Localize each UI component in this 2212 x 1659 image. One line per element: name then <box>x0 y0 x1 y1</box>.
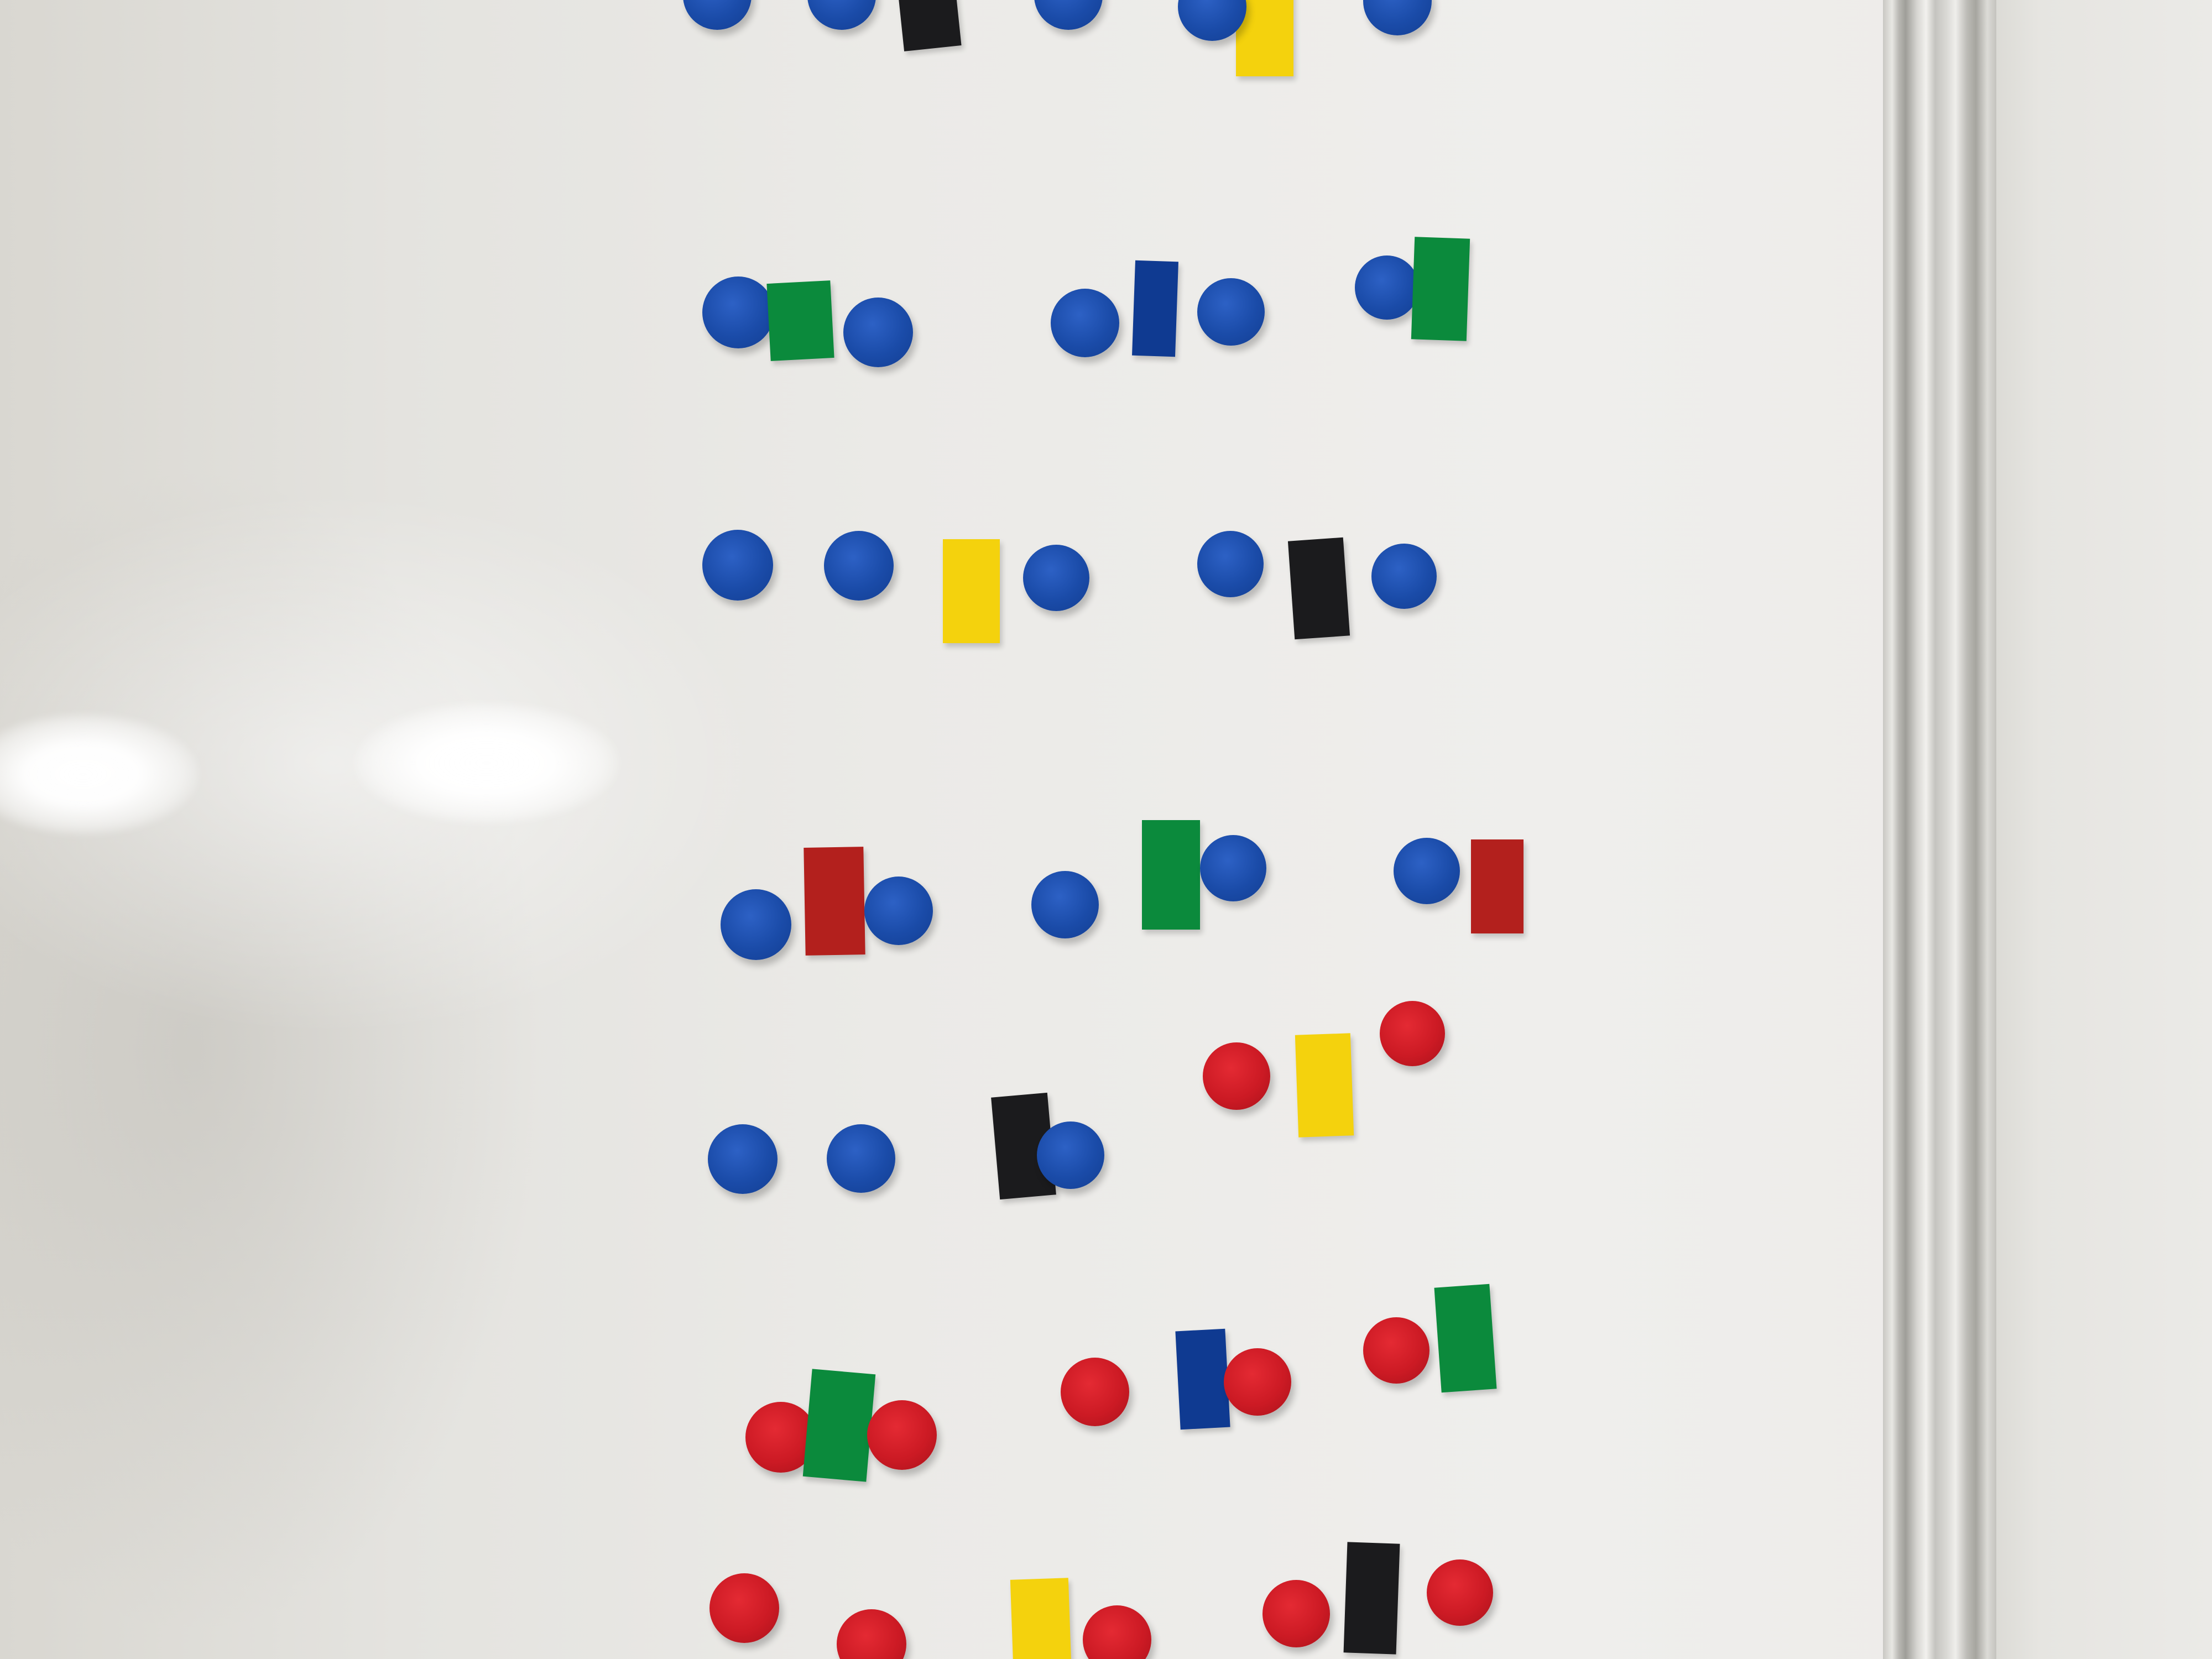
blue-magnet[interactable] <box>1051 289 1119 357</box>
blue-magnet[interactable] <box>1363 0 1432 35</box>
red-magnet[interactable] <box>837 1609 906 1659</box>
blue-magnet[interactable] <box>1394 838 1460 904</box>
navy-strip[interactable] <box>1175 1328 1230 1430</box>
blue-magnet[interactable] <box>1197 531 1264 597</box>
blue-magnet[interactable] <box>702 530 773 601</box>
blue-magnet[interactable] <box>1197 278 1265 346</box>
red-magnet[interactable] <box>1224 1348 1291 1416</box>
red-strip[interactable] <box>1471 839 1524 933</box>
board-edge <box>1996 0 2212 1659</box>
green-strip[interactable] <box>1142 820 1200 930</box>
blue-magnet[interactable] <box>702 276 774 348</box>
light-glare-right <box>354 702 619 824</box>
red-magnet[interactable] <box>1363 1317 1430 1384</box>
blue-magnet[interactable] <box>683 0 752 30</box>
blue-magnet[interactable] <box>1023 545 1089 611</box>
navy-strip[interactable] <box>1132 260 1178 357</box>
light-glare-left <box>0 713 199 835</box>
red-magnet[interactable] <box>1083 1605 1151 1659</box>
blue-magnet[interactable] <box>1031 871 1099 938</box>
blue-magnet[interactable] <box>843 298 913 367</box>
green-strip[interactable] <box>802 1369 876 1482</box>
black-strip[interactable] <box>1343 1542 1400 1655</box>
blue-magnet[interactable] <box>807 0 876 30</box>
blue-magnet[interactable] <box>1200 835 1266 901</box>
green-strip[interactable] <box>1434 1284 1497 1393</box>
blue-magnet[interactable] <box>721 889 791 960</box>
yellow-strip[interactable] <box>1010 1578 1072 1659</box>
black-strip[interactable] <box>1287 537 1350 640</box>
red-magnet[interactable] <box>1427 1559 1493 1626</box>
aluminium-rail <box>1883 0 1996 1659</box>
blue-magnet[interactable] <box>824 531 894 601</box>
red-strip[interactable] <box>804 847 865 956</box>
blue-magnet[interactable] <box>708 1124 778 1194</box>
blue-magnet[interactable] <box>1034 0 1103 30</box>
red-magnet[interactable] <box>709 1573 779 1643</box>
blue-magnet[interactable] <box>864 877 933 945</box>
red-magnet[interactable] <box>1380 1001 1445 1066</box>
red-magnet[interactable] <box>1061 1358 1129 1426</box>
blue-magnet[interactable] <box>1371 544 1437 609</box>
black-strip[interactable] <box>893 0 962 51</box>
red-magnet[interactable] <box>1262 1580 1330 1647</box>
red-magnet[interactable] <box>867 1400 937 1470</box>
green-strip[interactable] <box>1411 237 1470 341</box>
yellow-strip[interactable] <box>943 539 1000 643</box>
blue-magnet[interactable] <box>1355 255 1419 320</box>
blue-magnet[interactable] <box>827 1124 895 1193</box>
red-magnet[interactable] <box>1203 1042 1270 1110</box>
yellow-strip[interactable] <box>1295 1033 1354 1138</box>
blue-magnet[interactable] <box>1037 1121 1104 1189</box>
green-strip[interactable] <box>766 280 834 361</box>
